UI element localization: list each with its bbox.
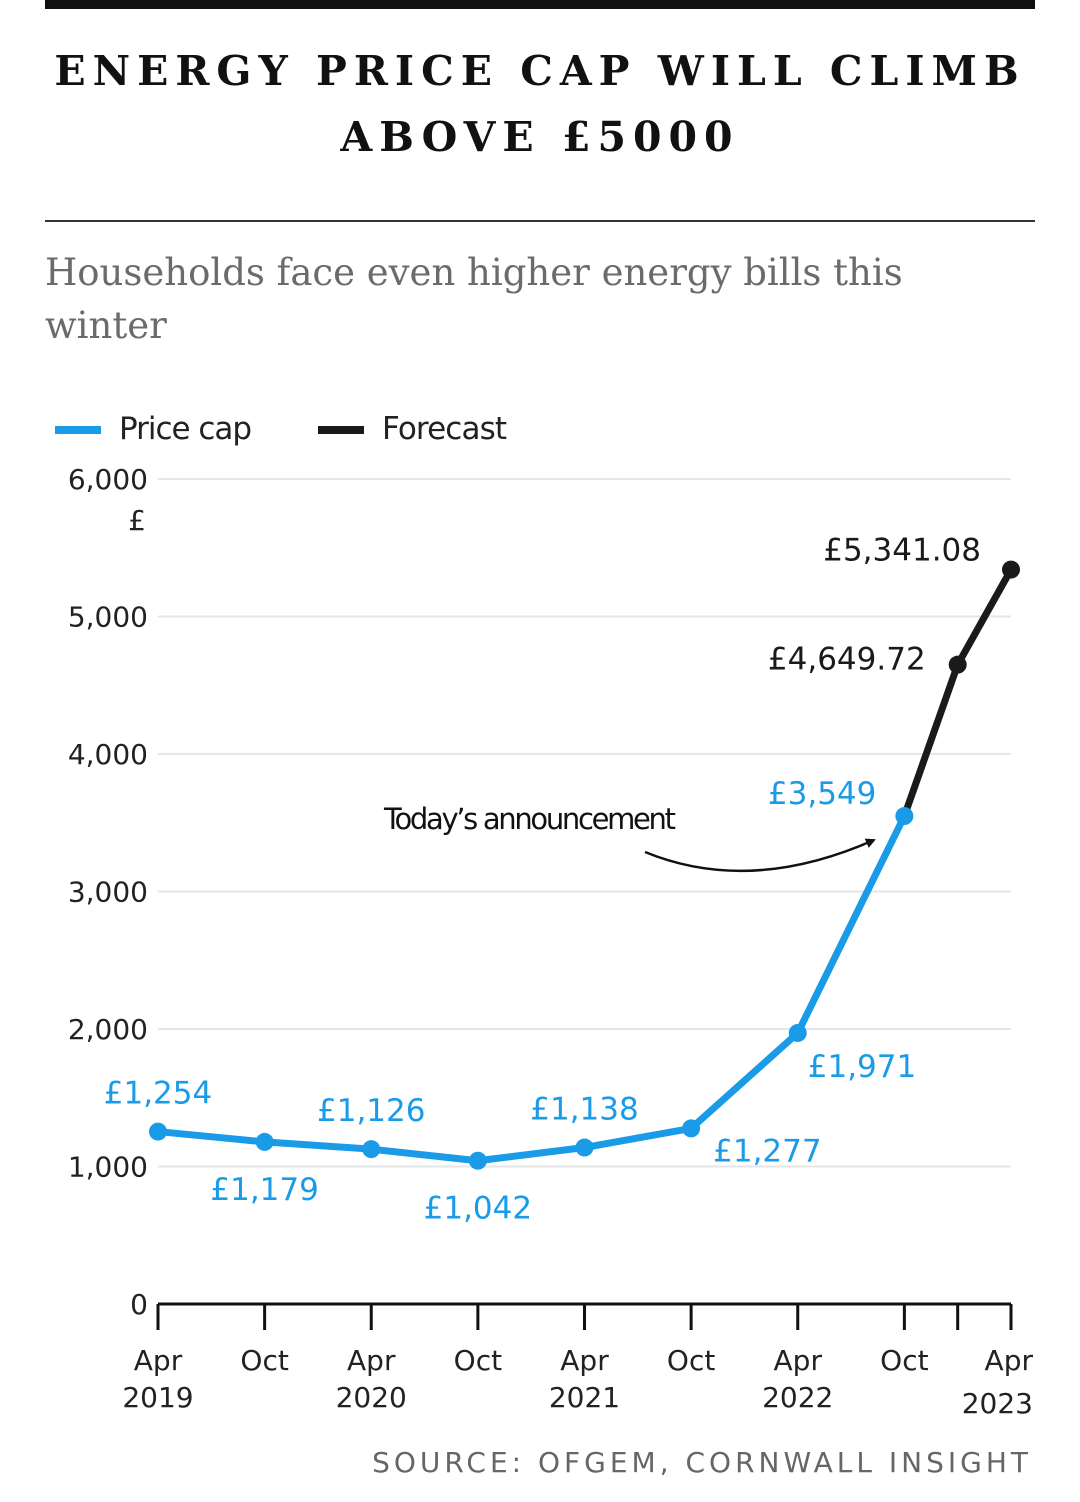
data-point [895, 807, 914, 826]
source-note: SOURCE: OFGEM, CORNWALL INSIGHT [372, 1446, 1032, 1479]
legend-label-2: Forecast [382, 411, 507, 447]
data-point [948, 655, 967, 674]
x-tick-label: Apr [134, 1344, 183, 1377]
data-points [149, 560, 1020, 1170]
x-tick-label: Apr [560, 1344, 609, 1377]
data-label: £1,179 [210, 1172, 318, 1208]
data-label: £3,549 [768, 776, 876, 812]
data-label: £1,138 [530, 1092, 638, 1128]
y-tick-label: 6,000 [68, 463, 148, 496]
top-rule [45, 0, 1035, 9]
data-point [362, 1140, 381, 1159]
y-tick-label: 0 [130, 1288, 148, 1321]
series-line-price-cap [154, 812, 908, 1165]
x-tick-label: Oct [454, 1344, 502, 1377]
data-point [575, 1138, 594, 1157]
annotation-label: Today’s announcement [383, 802, 676, 836]
y-tick-label: 3,000 [68, 876, 148, 909]
data-point [149, 1122, 167, 1141]
x-tick-label: Apr [347, 1344, 396, 1377]
annotation: Today’s announcement [383, 802, 876, 873]
x-tick-label: 2019 [122, 1381, 193, 1414]
x-tick-label: Oct [880, 1344, 928, 1377]
data-labels: £1,254 £1,179 £1,126 £1,042 £1,138 £1,277 £1,9… [104, 533, 981, 1227]
data-label: £1,971 [808, 1049, 916, 1085]
y-tick-label: 1,000 [68, 1151, 148, 1184]
x-tick-label: Apr [774, 1344, 823, 1377]
y-tick-label: 2,000 [68, 1013, 148, 1046]
y-tick-label: 5,000 [68, 601, 148, 634]
x-tick-label: 2023 [962, 1387, 1033, 1420]
data-label: £1,126 [317, 1093, 425, 1129]
data-label: £4,649.72 [768, 642, 926, 678]
legend-label-1: Price cap [119, 411, 252, 447]
x-tick-label: 2022 [762, 1381, 833, 1414]
data-point [468, 1151, 487, 1170]
series-line-forecast [900, 566, 1015, 820]
data-label: £1,277 [713, 1133, 821, 1169]
chart-legend: Price cap Forecast [55, 411, 507, 447]
data-label: £1,254 [104, 1076, 212, 1112]
data-point [788, 1023, 807, 1042]
data-point [1002, 560, 1020, 579]
y-axis: 0 1,000 2,000 3,000 4,000 5,000 6,000 £ [68, 463, 148, 1321]
x-tick-label: Apr [985, 1344, 1034, 1377]
header-divider [45, 220, 1035, 222]
x-tick-label: Oct [667, 1344, 715, 1377]
data-label: £5,341.08 [823, 533, 981, 569]
data-point [255, 1132, 274, 1151]
x-tick-label: Oct [240, 1344, 288, 1377]
y-tick-label: 4,000 [68, 738, 148, 771]
x-axis: Apr 2019 Oct Apr 2020 Oct Apr 2021 Oct Apr 2022 Oct… [122, 1302, 1034, 1420]
x-tick-label: 2020 [336, 1381, 407, 1414]
y-axis-unit: £ [128, 504, 146, 537]
annotation-arrow [644, 838, 876, 873]
data-label: £1,042 [424, 1191, 532, 1227]
chart-title: ENERGY PRICE CAP WILL CLIMB ABOVE £5000 [54, 47, 1026, 161]
chart-subtitle: Households face even higher energy bills… [45, 251, 903, 347]
x-tick-label: 2021 [549, 1381, 620, 1414]
data-point [682, 1119, 701, 1138]
